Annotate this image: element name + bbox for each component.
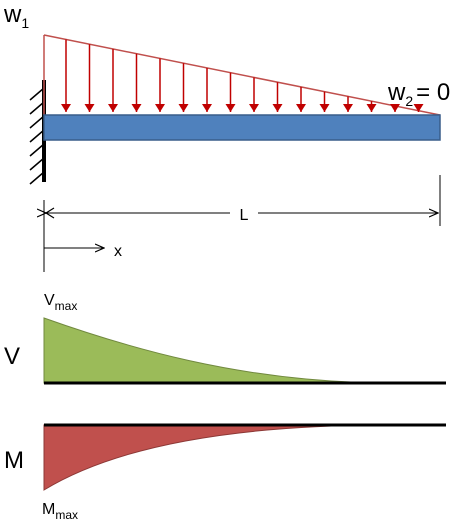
wall-hatching [29, 87, 45, 185]
vmax-label: Vmax [44, 292, 77, 313]
dim-arrow-left [44, 207, 55, 219]
mmax-subscript: max [55, 508, 78, 522]
mmax-label: Mmax [42, 501, 78, 522]
moment-diagram [43, 424, 391, 491]
w2-subscript: 2 [405, 93, 413, 109]
hatch-line [29, 115, 45, 129]
w1-symbol: w [3, 1, 22, 28]
w2-symbol: w [387, 79, 406, 106]
hatch-line [29, 157, 45, 171]
hatch-line [29, 129, 45, 143]
shear-diagram [43, 317, 391, 384]
vmax-subscript: max [55, 299, 78, 313]
mmax-symbol: M [42, 501, 55, 518]
w2-value: = 0 [416, 79, 450, 106]
hatch-line [29, 171, 45, 185]
load-outline [43, 34, 441, 116]
vmax-symbol: V [44, 292, 55, 309]
length-label: L [240, 207, 249, 224]
load-arrows [61, 39, 424, 112]
w1-label: w1 [3, 1, 29, 31]
hatch-line [29, 143, 45, 157]
w2-label: w2 = 0 [387, 79, 450, 109]
beam [43, 114, 441, 141]
shear-axis-label: V [4, 343, 20, 370]
w1-subscript: 1 [21, 15, 29, 31]
moment-axis-label: M [4, 447, 24, 474]
hatch-line [29, 101, 45, 115]
x-label: x [114, 243, 122, 260]
hatch-line [29, 87, 45, 101]
